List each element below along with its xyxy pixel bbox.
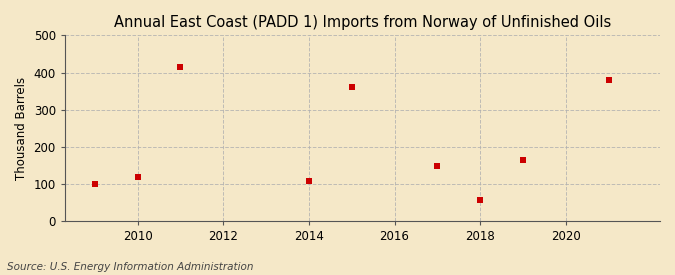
- Point: [304, 178, 315, 183]
- Point: [432, 163, 443, 168]
- Point: [475, 198, 485, 202]
- Point: [346, 85, 357, 90]
- Point: [132, 175, 143, 179]
- Title: Annual East Coast (PADD 1) Imports from Norway of Unfinished Oils: Annual East Coast (PADD 1) Imports from …: [114, 15, 611, 30]
- Point: [603, 78, 614, 82]
- Point: [175, 65, 186, 69]
- Point: [518, 158, 529, 162]
- Point: [89, 182, 100, 186]
- Y-axis label: Thousand Barrels: Thousand Barrels: [15, 77, 28, 180]
- Text: Source: U.S. Energy Information Administration: Source: U.S. Energy Information Administ…: [7, 262, 253, 272]
